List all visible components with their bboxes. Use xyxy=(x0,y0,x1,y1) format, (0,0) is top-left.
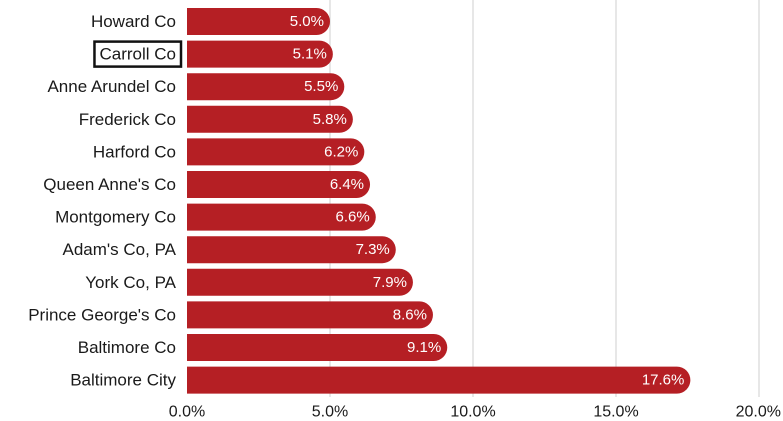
category-label: Frederick Co xyxy=(79,110,176,129)
highlight-box xyxy=(93,40,183,68)
x-tick-label: 15.0% xyxy=(593,404,638,421)
value-label: 7.3% xyxy=(356,241,390,258)
bar xyxy=(187,236,396,264)
value-label: 5.0% xyxy=(290,13,324,30)
category-label: Adam's Co, PA xyxy=(63,240,177,259)
value-label: 8.6% xyxy=(393,306,427,323)
value-label: 7.9% xyxy=(373,274,407,291)
category-label: Anne Arundel Co xyxy=(47,77,176,96)
category-label: York Co, PA xyxy=(85,273,176,292)
bar xyxy=(187,40,333,68)
category-label: Queen Anne's Co xyxy=(43,175,176,194)
category-label: Baltimore Co xyxy=(78,338,176,357)
bars-group: 5.0% 5.1% 5.5% 5.8% 6.2% 6.4% 6.6% 7.3% 7.9% 8.6%… xyxy=(187,8,691,394)
value-label: 5.8% xyxy=(313,111,347,128)
bar xyxy=(187,301,433,329)
grid-lines xyxy=(329,0,760,397)
category-label: Harford Co xyxy=(93,142,176,161)
value-label: 9.1% xyxy=(407,339,441,356)
category-label: Baltimore City xyxy=(70,371,176,390)
value-label: 6.2% xyxy=(324,143,358,160)
category-labels: Howard Co Carroll Co Anne Arundel Co Freder… xyxy=(28,12,183,390)
category-label: Carroll Co xyxy=(99,45,176,64)
bar xyxy=(187,138,365,166)
x-tick-label: 5.0% xyxy=(312,404,348,421)
bar xyxy=(187,171,371,198)
x-tick-labels: 0.0% 5.0% 10.0% 15.0% 20.0% xyxy=(169,404,781,421)
value-label: 17.6% xyxy=(642,372,685,389)
value-label: 5.5% xyxy=(304,78,338,95)
value-label: 6.6% xyxy=(336,209,370,226)
bar xyxy=(187,366,691,394)
bar xyxy=(187,105,353,133)
category-label: Prince George's Co xyxy=(28,305,176,324)
bar xyxy=(187,8,330,35)
bar xyxy=(187,268,413,296)
bar xyxy=(187,73,345,101)
bar xyxy=(187,334,448,361)
x-tick-label: 20.0% xyxy=(736,404,781,421)
bar xyxy=(187,203,376,231)
category-label: Montgomery Co xyxy=(55,208,176,227)
value-label: 5.1% xyxy=(293,46,327,63)
x-tick-label: 0.0% xyxy=(169,404,205,421)
x-tick-label: 10.0% xyxy=(450,404,495,421)
value-label: 6.4% xyxy=(330,176,364,193)
category-label: Howard Co xyxy=(91,12,176,31)
